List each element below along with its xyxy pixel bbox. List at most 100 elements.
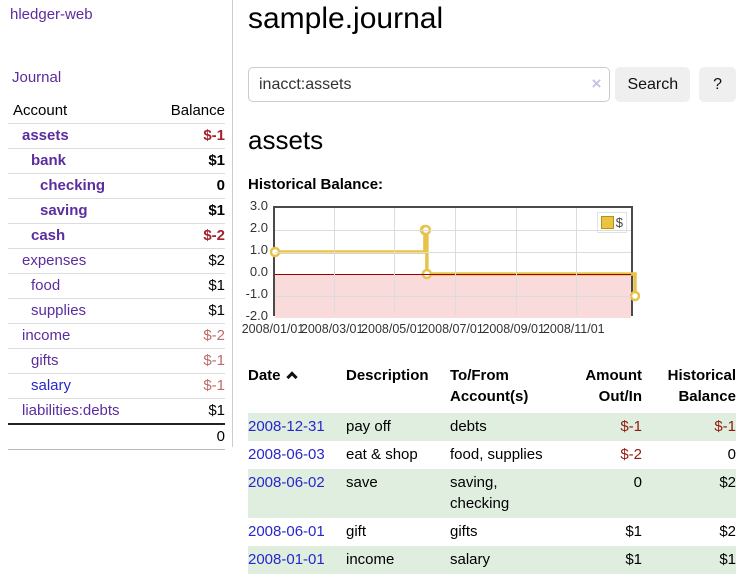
app-title-link[interactable]: hledger-web: [10, 6, 93, 23]
x-axis-tick-label: 2008/11/01: [542, 322, 605, 336]
accounts-header-balance: Balance: [170, 102, 225, 119]
help-button[interactable]: ?: [699, 67, 736, 102]
gridline: [515, 208, 517, 314]
accounts-total-value: 0: [149, 423, 225, 450]
transaction-amount: $-1: [620, 418, 642, 435]
account-balance: $-2: [149, 323, 225, 349]
chart-title: Historical Balance:: [248, 176, 384, 193]
account-link[interactable]: supplies: [31, 302, 87, 319]
transaction-amount: 0: [633, 474, 642, 491]
account-row: assets $-1: [8, 123, 225, 149]
transaction-row[interactable]: 2008-12-31 pay off debts $-1 $-1: [248, 413, 736, 441]
account-balance: $2: [149, 248, 225, 274]
account-row: bank $1: [8, 148, 225, 174]
account-row: saving $1: [8, 198, 225, 224]
account-row: expenses $2: [8, 248, 225, 274]
sidebar-item-journal[interactable]: Journal: [12, 69, 62, 86]
x-axis-tick-label: 2008/03/01: [300, 322, 364, 336]
transaction-date: 2008-01-01: [248, 546, 346, 574]
transaction-date: 2008-06-01: [248, 518, 346, 546]
account-balance: $1: [149, 198, 225, 224]
account-link[interactable]: liabilities:debts: [22, 402, 120, 419]
sort-asc-icon: [285, 371, 298, 383]
x-axis-tick-label: 2008/09/01: [482, 322, 545, 336]
transaction-description: pay off: [346, 418, 391, 435]
chart-plot-area: $: [269, 206, 641, 318]
account-link[interactable]: income: [22, 327, 71, 344]
transaction-date-link[interactable]: 2008-06-03: [248, 446, 325, 463]
y-axis-tick-label: 0.0: [249, 264, 268, 279]
transaction-row[interactable]: 2008-06-02 save saving, checking 0 $2: [248, 469, 736, 518]
account-row: gifts $-1: [8, 348, 225, 374]
transaction-historical-balance: $1: [719, 551, 736, 568]
account-link[interactable]: checking: [40, 177, 106, 194]
chart-legend: $: [596, 212, 627, 233]
transactions-header-row: Date Description To/From Account(s) Amou…: [248, 363, 736, 413]
historical-balance-chart: $ 2008/01/01 2008/03/01 2008/05/01 2008/07/…: [242, 199, 736, 342]
account-row: supplies $1: [8, 298, 225, 324]
account-link[interactable]: gifts: [31, 352, 59, 369]
column-header-description[interactable]: Description: [346, 367, 429, 384]
column-header-accounts[interactable]: To/From Account(s): [450, 367, 529, 405]
transaction-row[interactable]: 2008-06-03 eat & shop food, supplies $-2 0: [248, 441, 736, 469]
legend-label: $: [615, 215, 623, 230]
transaction-historical-balance: $-1: [714, 418, 736, 435]
transaction-row[interactable]: 2008-01-01 income salary $1 $1: [248, 546, 736, 574]
column-header-historical[interactable]: Historical Balance: [667, 367, 736, 405]
account-link[interactable]: salary: [31, 377, 72, 394]
y-axis-tick-label: 1.0: [249, 242, 268, 257]
zero-axis-line: [275, 274, 631, 275]
account-link[interactable]: cash: [31, 227, 66, 244]
transaction-accounts: salary: [450, 551, 491, 568]
accounts-table: Account Balance assets $-1 bank $1 checking 0…: [8, 100, 225, 450]
column-header-amount[interactable]: Amount Out/In: [585, 367, 642, 405]
account-link[interactable]: saving: [40, 202, 88, 219]
x-axis-tick-label: 2008/01/01: [241, 322, 305, 336]
account-row: cash $-2: [8, 223, 225, 249]
transaction-date: 2008-06-02: [248, 469, 346, 518]
clear-search-icon[interactable]: ×: [591, 74, 602, 93]
account-row: checking 0: [8, 173, 225, 199]
transaction-historical-balance: $2: [719, 474, 736, 491]
transaction-date-link[interactable]: 2008-06-02: [248, 474, 325, 491]
main-content: sample.journal × Search ? assets Histori…: [242, 0, 736, 574]
transaction-date: 2008-06-03: [248, 441, 346, 469]
transaction-accounts: gifts: [450, 523, 478, 540]
search-bar: × Search ?: [248, 67, 736, 102]
accounts-header-account: Account: [13, 102, 68, 119]
transaction-accounts: saving, checking: [450, 474, 510, 512]
search-button[interactable]: Search: [615, 67, 691, 102]
account-row: food $1: [8, 273, 225, 299]
gridline: [334, 208, 336, 314]
transaction-date-link[interactable]: 2008-12-31: [248, 418, 325, 435]
account-link[interactable]: bank: [31, 152, 67, 169]
gridline: [394, 208, 396, 314]
transaction-accounts: food, supplies: [450, 446, 543, 463]
column-header-date[interactable]: Date: [248, 363, 346, 413]
transaction-historical-balance: 0: [727, 446, 736, 463]
sidebar-divider: [232, 0, 233, 447]
account-link[interactable]: food: [31, 277, 61, 294]
transactions-rows: 2008-12-31 pay off debts $-1 $-1 2008-06-03 ea…: [248, 413, 736, 574]
transaction-row[interactable]: 2008-06-01 gift gifts $1 $2: [248, 518, 736, 546]
search-input[interactable]: [248, 67, 611, 102]
transactions-table: Date Description To/From Account(s) Amou…: [248, 363, 736, 574]
account-link[interactable]: assets: [22, 127, 69, 144]
transaction-description: gift: [346, 523, 367, 540]
sidebar: hledger-web Journal Account Balance asse…: [0, 0, 232, 450]
gridline: [275, 252, 631, 253]
transaction-description: eat & shop: [346, 446, 418, 463]
account-balance: $-1: [149, 348, 225, 374]
y-axis-tick-label: 3.0: [249, 198, 268, 213]
account-link[interactable]: expenses: [22, 252, 87, 269]
account-balance: $1: [149, 273, 225, 299]
account-balance: $-1: [149, 123, 225, 149]
transaction-date-link[interactable]: 2008-01-01: [248, 551, 325, 568]
gridline: [275, 230, 631, 231]
transaction-date-link[interactable]: 2008-06-01: [248, 523, 325, 540]
transaction-description: save: [346, 474, 378, 491]
accounts-rows: assets $-1 bank $1 checking 0 saving $1 cash $-2 e…: [8, 123, 225, 424]
account-balance: $1: [149, 298, 225, 324]
x-axis-tick-label: 2008/07/01: [421, 322, 484, 336]
